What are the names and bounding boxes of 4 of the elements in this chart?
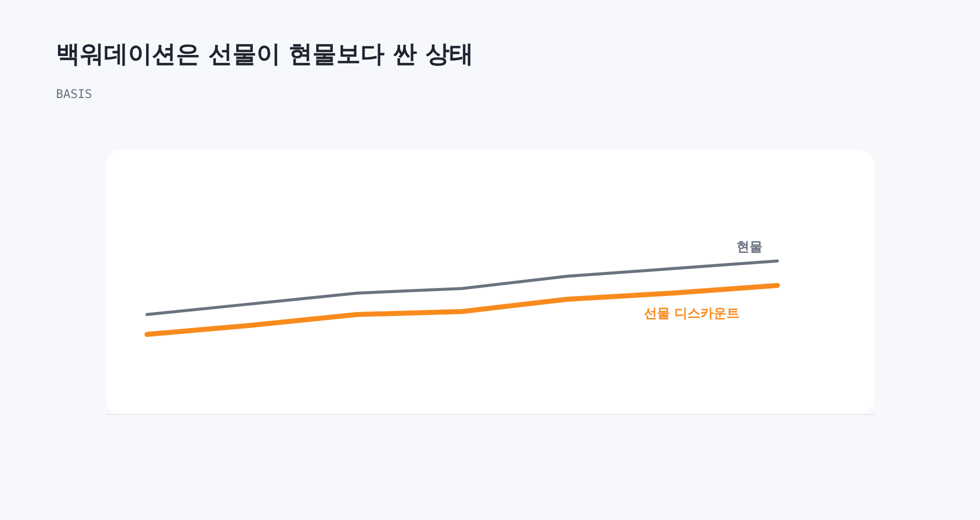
series-label: 현물 xyxy=(736,240,762,255)
chart-subtitle: BASIS xyxy=(56,87,92,101)
series-label: 선물 디스카운트 xyxy=(644,306,740,322)
chart-title: 백워데이션은 선물이 현물보다 싼 상태 xyxy=(56,40,474,68)
